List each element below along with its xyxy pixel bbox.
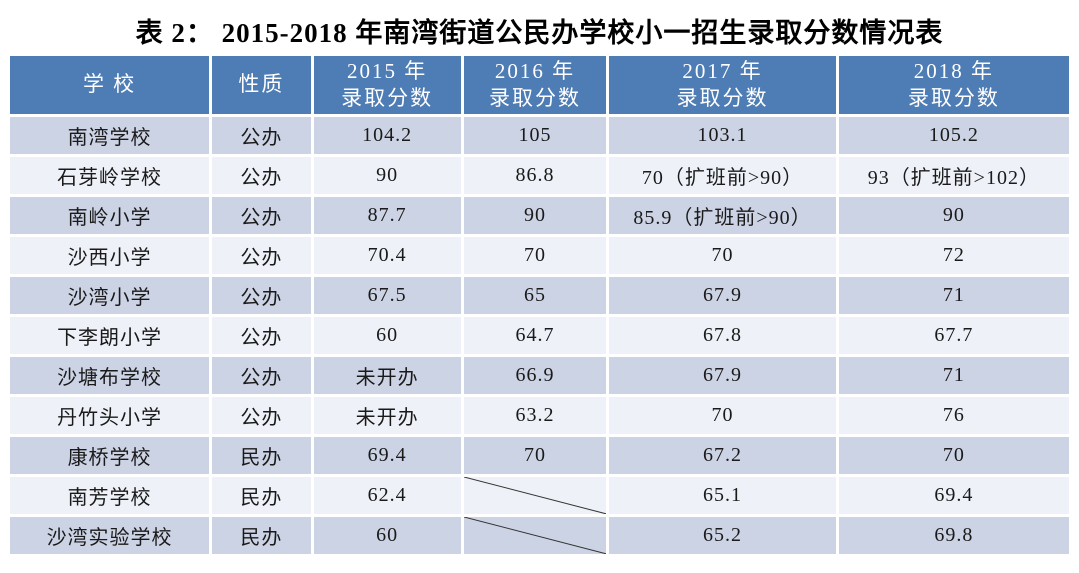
table-cell-score_2018: 76 <box>838 397 1069 434</box>
table-body: 南湾学校 公办 104.2 105 103.1 105.2 石芽岭学校 公办 90 86.8 70（… <box>10 117 1069 554</box>
table-cell-score_2018: 70 <box>838 437 1069 474</box>
header-line: 录取分数 <box>676 86 769 110</box>
table-cell-score_2015: 未开办 <box>313 357 461 394</box>
table-cell-score_2018: 71 <box>838 357 1069 394</box>
table-row: 丹竹头小学 公办 未开办 63.2 70 76 <box>10 397 1069 434</box>
table-cell-nature: 公办 <box>212 277 311 314</box>
header-cell-score_2015: 2015 年录取分数 <box>313 56 461 114</box>
table-cell-nature: 公办 <box>212 117 311 154</box>
table-row: 康桥学校 民办 69.4 70 67.2 70 <box>10 437 1069 474</box>
no-data-slash-cell <box>463 517 607 554</box>
header-line: 录取分数 <box>341 86 434 110</box>
header-cell-school: 学 校 <box>10 56 210 114</box>
table-cell-score_2015: 70.4 <box>313 237 461 274</box>
page-title: 表 2： 2015-2018 年南湾街道公民办学校小一招生录取分数情况表 <box>135 18 944 48</box>
table-cell-nature: 公办 <box>212 237 311 274</box>
table-row: 下李朗小学 公办 60 64.7 67.8 67.7 <box>10 317 1069 354</box>
table-cell-nature: 民办 <box>212 437 311 474</box>
table-row: 沙湾小学 公办 67.5 65 67.9 71 <box>10 277 1069 314</box>
table-header-row: 学 校性质 2015 年录取分数 2016 年录取分数 2017 年录取分数 2018 … <box>10 56 1069 114</box>
table-cell-nature: 公办 <box>212 357 311 394</box>
table-cell-score_2015: 60 <box>313 317 461 354</box>
table-cell-score_2018: 71 <box>838 277 1069 314</box>
header-cell-score_2018: 2018 年录取分数 <box>838 56 1069 114</box>
table-cell-score_2018: 72 <box>838 237 1069 274</box>
table-cell-score_2018: 69.8 <box>838 517 1069 554</box>
table-row: 南湾学校 公办 104.2 105 103.1 105.2 <box>10 117 1069 154</box>
table-row: 沙西小学 公办 70.4 70 70 72 <box>10 237 1069 274</box>
table-cell-score_2018: 67.7 <box>838 317 1069 354</box>
table-cell-nature: 公办 <box>212 397 311 434</box>
table-cell-score_2016: 63.2 <box>463 397 607 434</box>
table-cell-score_2015: 60 <box>313 517 461 554</box>
table-cell-score_2015: 104.2 <box>313 117 461 154</box>
table-row: 沙湾实验学校 民办 60 65.2 69.8 <box>10 517 1069 554</box>
header-line: 2016 年 <box>494 58 576 83</box>
school-name-cell: 石芽岭学校 <box>10 157 210 194</box>
table-cell-score_2015: 87.7 <box>313 197 461 234</box>
table-cell-score_2018: 69.4 <box>838 477 1069 514</box>
header-line: 学 校 <box>82 72 137 97</box>
table-row: 石芽岭学校 公办 90 86.8 70（扩班前>90） 93（扩班前>102） <box>10 157 1069 194</box>
school-name-cell: 丹竹头小学 <box>10 397 210 434</box>
header-cell-score_2016: 2016 年录取分数 <box>463 56 607 114</box>
table-cell-score_2018: 105.2 <box>838 117 1069 154</box>
table-row: 沙塘布学校 公办 未开办 66.9 67.9 71 <box>10 357 1069 394</box>
header-line: 录取分数 <box>488 86 581 110</box>
table-cell-score_2017: 67.9 <box>609 277 836 314</box>
table-cell-score_2016: 65 <box>463 277 607 314</box>
table-cell-score_2017: 70 <box>609 397 836 434</box>
school-name-cell: 下李朗小学 <box>10 317 210 354</box>
school-name-cell: 沙湾实验学校 <box>10 517 210 554</box>
scores-table: 学 校性质 2015 年录取分数 2016 年录取分数 2017 年录取分数 2018 … <box>7 53 1072 557</box>
table-row: 南岭小学 公办 87.7 90 85.9（扩班前>90） 90 <box>10 197 1069 234</box>
table-cell-score_2017: 70 <box>609 237 836 274</box>
table-cell-score_2016: 70 <box>463 437 607 474</box>
school-name-cell: 南岭小学 <box>10 197 210 234</box>
table-cell-nature: 公办 <box>212 317 311 354</box>
table-cell-score_2018: 90 <box>838 197 1069 234</box>
no-data-slash-cell <box>463 477 607 514</box>
table-cell-score_2016: 86.8 <box>463 157 607 194</box>
table-cell-nature: 民办 <box>212 477 311 514</box>
table-cell-score_2017: 65.2 <box>609 517 836 554</box>
header-line: 2017 年 <box>682 58 763 83</box>
school-name-cell: 康桥学校 <box>10 437 210 474</box>
table-cell-nature: 公办 <box>212 157 311 194</box>
table-cell-score_2015: 67.5 <box>313 277 461 314</box>
diagonal-slash <box>464 517 607 554</box>
school-name-cell: 沙塘布学校 <box>10 357 210 394</box>
table-cell-score_2017: 65.1 <box>609 477 836 514</box>
table-cell-score_2015: 90 <box>313 157 461 194</box>
table-cell-score_2017: 70（扩班前>90） <box>609 157 836 194</box>
table-cell-nature: 公办 <box>212 197 311 234</box>
header-cell-score_2017: 2017 年录取分数 <box>609 56 836 114</box>
table-cell-score_2017: 103.1 <box>609 117 836 154</box>
header-line: 2015 年 <box>347 58 428 83</box>
table-cell-score_2016: 70 <box>463 237 607 274</box>
table-cell-score_2016: 105 <box>463 117 607 154</box>
header-line: 2018 年 <box>913 58 994 83</box>
table-cell-score_2017: 67.2 <box>609 437 836 474</box>
school-name-cell: 沙湾小学 <box>10 277 210 314</box>
table-cell-score_2016: 90 <box>463 197 607 234</box>
table-cell-score_2016: 66.9 <box>463 357 607 394</box>
table-cell-score_2017: 85.9（扩班前>90） <box>609 197 836 234</box>
table-cell-score_2016: 64.7 <box>463 317 607 354</box>
table-cell-score_2015: 未开办 <box>313 397 461 434</box>
diagonal-slash <box>464 477 607 514</box>
table-cell-score_2017: 67.9 <box>609 357 836 394</box>
school-name-cell: 沙西小学 <box>10 237 210 274</box>
table-cell-score_2015: 62.4 <box>313 477 461 514</box>
header-line: 性质 <box>238 72 285 97</box>
table-cell-score_2018: 93（扩班前>102） <box>838 157 1069 194</box>
school-name-cell: 南芳学校 <box>10 477 210 514</box>
table-cell-nature: 民办 <box>212 517 311 554</box>
table-cell-score_2017: 67.8 <box>609 317 836 354</box>
table-row: 南芳学校 民办 62.4 65.1 69.4 <box>10 477 1069 514</box>
header-line: 录取分数 <box>907 86 1000 110</box>
header-cell-nature: 性质 <box>212 56 311 114</box>
table-cell-score_2015: 69.4 <box>313 437 461 474</box>
school-name-cell: 南湾学校 <box>10 117 210 154</box>
